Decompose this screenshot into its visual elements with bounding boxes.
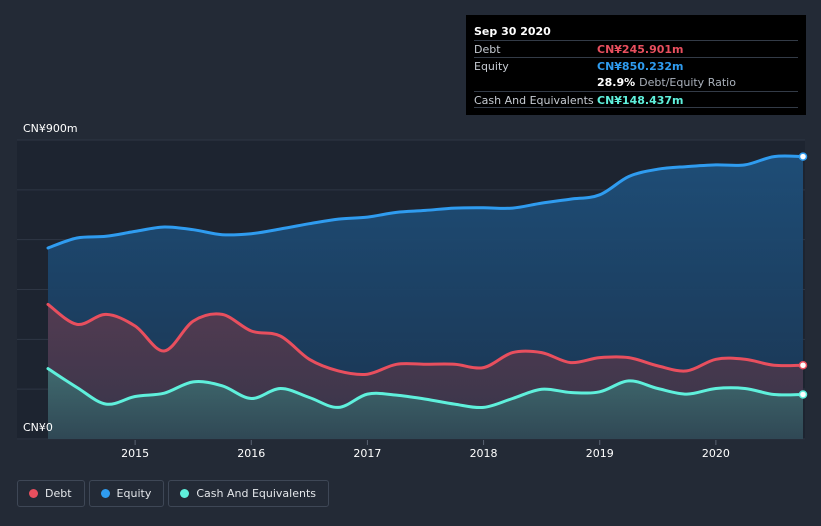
legend-item-cash[interactable]: Cash And Equivalents bbox=[168, 480, 329, 507]
tooltip-equity-value: CN¥850.232m bbox=[597, 60, 684, 73]
tooltip-debt-value: CN¥245.901m bbox=[597, 43, 684, 56]
legend-label-equity: Equity bbox=[116, 487, 152, 500]
tooltip-row-equity: Equity CN¥850.232m bbox=[474, 57, 798, 74]
legend-item-equity[interactable]: Equity bbox=[88, 480, 165, 507]
x-axis-ticks: 2015 2016 2017 2018 2019 2020 bbox=[121, 440, 730, 460]
tooltip-row-ratio: 28.9% Debt/Equity Ratio bbox=[474, 74, 798, 91]
x-tick-label-2020: 2020 bbox=[702, 447, 730, 460]
marker-cash-and-equivalents[interactable] bbox=[798, 390, 808, 399]
tooltip-ratio-label bbox=[474, 74, 597, 91]
marker-equity[interactable] bbox=[798, 152, 808, 161]
x-tick-label-2017: 2017 bbox=[353, 447, 381, 460]
tooltip-date: Sep 30 2020 bbox=[474, 25, 551, 38]
line-equity bbox=[46, 154, 805, 250]
chart-legend: Debt Equity Cash And Equivalents bbox=[17, 480, 329, 507]
legend-dot-equity bbox=[100, 489, 110, 498]
legend-label-cash: Cash And Equivalents bbox=[196, 487, 316, 500]
tooltip-cash-label: Cash And Equivalents bbox=[474, 94, 594, 107]
legend-label-debt: Debt bbox=[45, 487, 72, 500]
tooltip-ratio-value: 28.9% bbox=[597, 76, 636, 89]
legend-item-debt[interactable]: Debt bbox=[17, 480, 85, 507]
x-tick-label-2016: 2016 bbox=[237, 447, 265, 460]
x-tick-label-2019: 2019 bbox=[586, 447, 614, 460]
legend-dot-cash bbox=[180, 489, 190, 498]
line-cash-and-equivalents bbox=[46, 367, 805, 410]
tooltip-equity-label: Equity bbox=[474, 60, 509, 73]
tooltip-cash-value: CN¥148.437m bbox=[597, 94, 684, 107]
line-debt bbox=[46, 302, 805, 376]
y-axis-bottom-label: CN¥0 bbox=[23, 421, 53, 434]
legend-dot-debt bbox=[29, 489, 38, 498]
x-tick-label-2018: 2018 bbox=[470, 447, 498, 460]
tooltip-row-cash: Cash And Equivalents CN¥148.437m bbox=[474, 91, 798, 108]
tooltip-debt-label: Debt bbox=[474, 43, 501, 56]
tooltip-row-debt: Debt CN¥245.901m bbox=[474, 40, 798, 57]
tooltip-ratio-suffix: Debt/Equity Ratio bbox=[639, 76, 736, 89]
marker-debt[interactable] bbox=[798, 360, 808, 370]
end-markers bbox=[798, 152, 808, 399]
y-axis-top-label: CN¥900m bbox=[23, 122, 78, 135]
series-lines bbox=[46, 154, 805, 410]
x-tick-label-2015: 2015 bbox=[121, 447, 149, 460]
data-tooltip: Sep 30 2020 Debt CN¥245.901m Equity CN¥8… bbox=[466, 15, 806, 115]
